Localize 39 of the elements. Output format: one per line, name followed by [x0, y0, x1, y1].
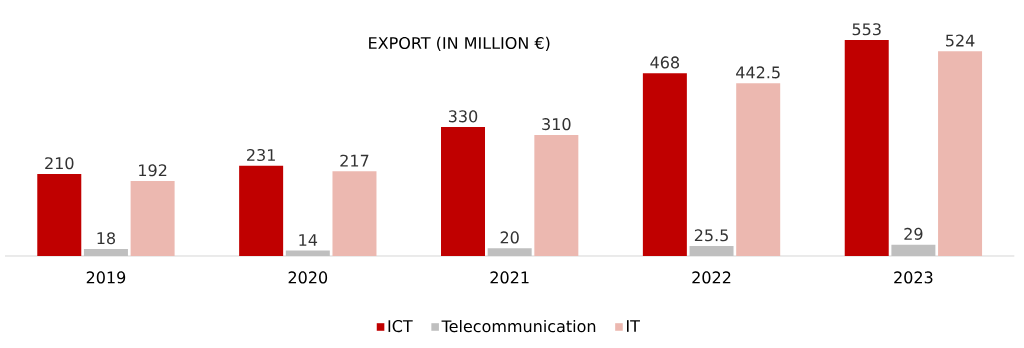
- data-label: 20: [500, 231, 519, 244]
- bar: [441, 127, 486, 256]
- data-label: 217: [340, 154, 369, 167]
- x-tick-label: 2021: [490, 271, 529, 284]
- bar: [534, 134, 579, 256]
- x-tick-label: 2019: [86, 271, 126, 284]
- x-tick-label: 2020: [288, 271, 328, 284]
- bar: [642, 73, 687, 256]
- data-label: 442.5: [736, 66, 780, 79]
- data-label: 310: [542, 118, 571, 131]
- legend-label: ICT: [388, 320, 413, 333]
- chart-title: EXPORT (IN MILLION €): [369, 36, 550, 51]
- bar: [844, 39, 889, 256]
- bar: [487, 248, 532, 256]
- bar: [689, 246, 734, 256]
- data-label: 14: [299, 234, 318, 246]
- data-label: 29: [904, 227, 923, 240]
- bar: [239, 165, 284, 256]
- legend-label: Telecommunication: [441, 319, 596, 333]
- data-label: 553: [852, 23, 881, 36]
- data-label: 330: [448, 110, 478, 123]
- data-label: 25.5: [694, 229, 728, 242]
- x-tick-label: 2022: [692, 271, 731, 284]
- data-label: 192: [139, 164, 167, 177]
- bar: [83, 248, 128, 256]
- data-label: 18: [97, 232, 116, 245]
- bar: [736, 83, 781, 256]
- x-tick-label: 2023: [894, 271, 933, 284]
- bar: [37, 173, 82, 256]
- bar: [332, 171, 377, 256]
- data-label: 524: [946, 34, 975, 47]
- data-label: 468: [650, 56, 680, 69]
- data-label: 231: [247, 148, 275, 162]
- data-label: 210: [45, 157, 74, 170]
- legend-label: IT: [627, 320, 640, 332]
- bar: [285, 250, 330, 256]
- bar: [938, 51, 983, 256]
- bar: [891, 244, 936, 256]
- bar: [130, 180, 175, 256]
